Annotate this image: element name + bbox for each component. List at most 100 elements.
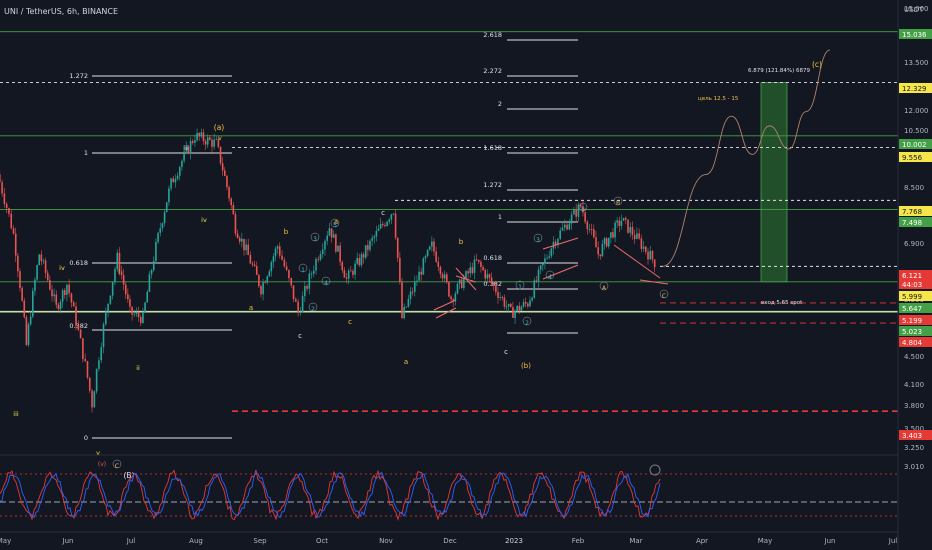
wave-circle-12 (599, 281, 609, 291)
candle-body (586, 221, 589, 230)
wave-circle-10 (578, 202, 588, 212)
price-label-box-7 (899, 279, 932, 289)
candle-body (480, 261, 482, 267)
candle-body (23, 300, 26, 318)
candle-body (579, 204, 582, 207)
candle-body (32, 290, 34, 317)
candle-body (612, 232, 614, 238)
candle-body (640, 238, 643, 249)
candle-body (364, 245, 367, 258)
candle-body (529, 300, 531, 307)
candle-body (226, 175, 228, 188)
candle-body (17, 255, 19, 272)
candle-body (21, 287, 23, 301)
candle-body (605, 238, 608, 247)
candle-body (10, 213, 13, 229)
candle-body (328, 228, 331, 236)
candle-body (139, 317, 142, 323)
candle-body (288, 269, 290, 279)
candle-body (514, 310, 516, 318)
time-tick-6: Nov (379, 537, 393, 545)
price-label-box-8 (899, 291, 932, 301)
candle-body (533, 280, 536, 298)
candle-body (253, 264, 256, 267)
candle-body (187, 146, 190, 154)
price-axis-currency: USDT (904, 6, 924, 14)
candle-body (503, 297, 506, 307)
candle-body (651, 250, 654, 260)
candle-body (443, 274, 446, 279)
candle-body (554, 241, 557, 246)
candle-body (524, 301, 527, 304)
wave-label-27: 4 (324, 280, 328, 287)
candle-body (75, 306, 77, 326)
candle-body (610, 232, 612, 238)
candle-body (230, 198, 232, 206)
wave-label-1: v (218, 135, 222, 142)
forecast-curve (662, 49, 831, 267)
candle-body (527, 303, 529, 307)
candle-body (469, 267, 472, 274)
candle-body (12, 228, 15, 234)
annotations: 6.879 (121.84%) 6879 цель 12.5 - 15 вход… (698, 68, 811, 306)
candle-body (377, 228, 380, 231)
candle-body (49, 280, 51, 290)
price-label-box-0 (899, 29, 932, 39)
fib-right-label-5: 1 (498, 213, 502, 221)
candle-body (299, 311, 302, 313)
wave-label-37: C (662, 293, 666, 300)
candle-body (191, 141, 194, 143)
candle-body (546, 257, 548, 259)
candle-body (155, 241, 157, 262)
candle-body (512, 306, 514, 318)
time-tick-11: Apr (696, 537, 708, 545)
candle-body (518, 305, 521, 311)
wave-circle-1 (298, 263, 308, 273)
candle-body (129, 299, 131, 307)
candle-body (295, 299, 297, 302)
candle-body (352, 271, 354, 275)
candle-body (310, 273, 313, 275)
wave-circle-5 (330, 218, 340, 228)
candle-body (70, 293, 73, 303)
candle-body (144, 302, 146, 312)
replay-icon[interactable] (649, 464, 661, 476)
candle-body (102, 324, 105, 348)
candle-body (471, 267, 474, 273)
candle-body (159, 228, 162, 233)
candle-body (501, 297, 504, 298)
candle-body (194, 140, 196, 143)
candle-body (247, 244, 250, 256)
candle-body (3, 193, 6, 204)
price-tick-5: 6.900 (904, 240, 924, 248)
price-label-box-13 (899, 430, 932, 440)
pattern-line-7 (455, 267, 477, 291)
candle-body (321, 249, 324, 254)
candle-body (251, 263, 254, 265)
wave-label-38: (c) (812, 60, 822, 69)
candle-body (135, 312, 138, 314)
candle-body (548, 256, 550, 258)
candle-body (297, 301, 299, 313)
candle-body (454, 293, 457, 302)
candle-body (36, 265, 38, 280)
candle-body (319, 253, 322, 260)
candle-body (390, 214, 393, 220)
price-label-10: 5.199 (902, 317, 922, 325)
candle-body (566, 224, 568, 230)
candle-body (55, 294, 58, 305)
candle-body (350, 270, 352, 272)
price-tick-4: 8.500 (904, 184, 924, 192)
wave-label-13: a (249, 304, 253, 312)
candle-body (59, 301, 62, 310)
chart-symbol-title: UNI / TetherUS, 6h, BINANCE (4, 7, 118, 16)
candle-body (463, 278, 465, 289)
candle-body (326, 235, 328, 241)
candle-body (88, 377, 91, 391)
candle-body (593, 229, 595, 238)
candle-body (137, 312, 140, 318)
candle-body (379, 224, 382, 229)
candle-body (206, 137, 209, 145)
fib-right-label-6: 0.618 (483, 254, 502, 262)
